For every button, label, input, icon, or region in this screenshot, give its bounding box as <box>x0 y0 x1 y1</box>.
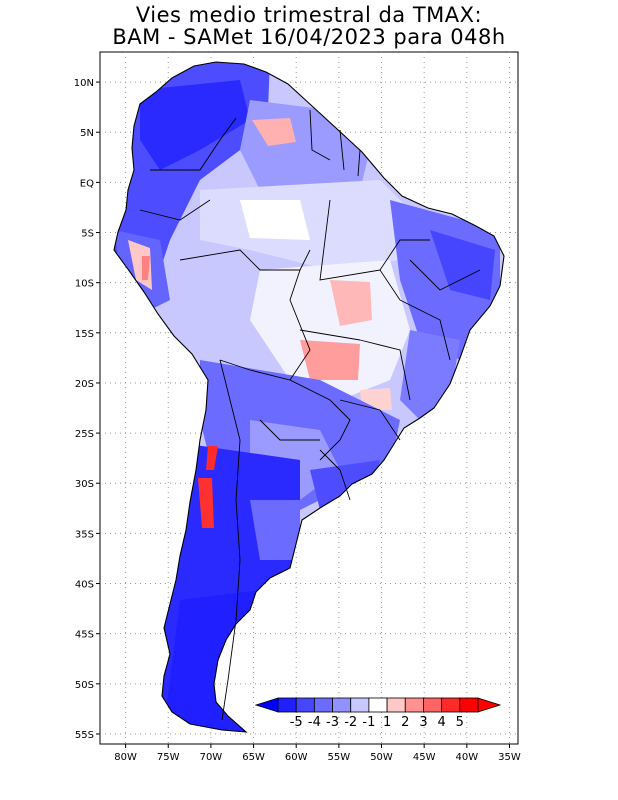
lat-tick-label: 25S <box>75 429 94 440</box>
colorbar-swatch <box>350 697 370 713</box>
lat-tick-label: EQ <box>80 178 94 189</box>
colorbar-label: 4 <box>437 715 445 730</box>
lon-tick-label: 65W <box>242 752 265 763</box>
latitude-labels: 10N 5N EQ 5S 10S 15S 20S 25S 30S 35S 40S 45S 50S 55S <box>74 78 100 741</box>
lon-tick-label: 60W <box>285 752 308 763</box>
map-title-line1: Vies medio trimestral da TMAX: <box>135 3 483 27</box>
lon-tick-label: 55W <box>328 752 351 763</box>
colorbar-label: 2 <box>401 715 409 730</box>
lon-tick-label: 45W <box>413 752 436 763</box>
colorbar: -5 -4 -3 -2 -1 1 2 3 4 5 <box>254 697 502 730</box>
colorbar-swatch <box>332 697 352 713</box>
lat-tick-label: 10S <box>75 279 94 290</box>
longitude-labels: 80W 75W 70W 65W 60W 55W 50W 45W 40W 35W <box>114 744 521 763</box>
map-title-line2: BAM - SAMet 16/04/2023 para 048h <box>112 25 506 49</box>
lon-tick-label: 50W <box>370 752 393 763</box>
lat-tick-label: 50S <box>75 680 94 691</box>
lon-tick-label: 80W <box>114 752 137 763</box>
lat-tick-label: 55S <box>75 730 94 741</box>
colorbar-swatch <box>368 697 388 713</box>
lat-tick-label: 40S <box>75 580 94 591</box>
lat-tick-label: 30S <box>75 479 94 490</box>
lon-tick-label: 70W <box>200 752 223 763</box>
lat-tick-label: 15S <box>75 329 94 340</box>
colorbar-swatch <box>423 697 443 713</box>
colorbar-swatch <box>441 697 461 713</box>
colorbar-label: -1 <box>362 715 375 730</box>
lat-tick-label: 5N <box>80 128 94 139</box>
colorbar-label: 5 <box>456 715 464 730</box>
colorbar-label: -3 <box>326 715 339 730</box>
colorbar-label: 3 <box>419 715 427 730</box>
colorbar-swatch <box>313 697 333 713</box>
lat-tick-label: 10N <box>74 78 94 89</box>
lon-tick-label: 35W <box>498 752 521 763</box>
colorbar-high-arrow <box>477 697 502 713</box>
colorbar-swatch <box>459 697 479 713</box>
lat-tick-label: 35S <box>75 529 94 540</box>
colorbar-label: 1 <box>383 715 391 730</box>
colorbar-label: -5 <box>290 715 303 730</box>
colorbar-label: -4 <box>308 715 321 730</box>
lat-tick-label: 5S <box>81 229 94 240</box>
colorbar-swatch <box>295 697 315 713</box>
colorbar-swatch <box>277 697 297 713</box>
lon-tick-label: 40W <box>456 752 479 763</box>
colorbar-swatch <box>404 697 424 713</box>
lat-tick-label: 45S <box>75 630 94 641</box>
colorbar-label: -2 <box>344 715 357 730</box>
lat-tick-label: 20S <box>75 379 94 390</box>
lon-tick-label: 75W <box>157 752 180 763</box>
country-borders <box>139 109 481 721</box>
colorbar-swatch <box>386 697 406 713</box>
